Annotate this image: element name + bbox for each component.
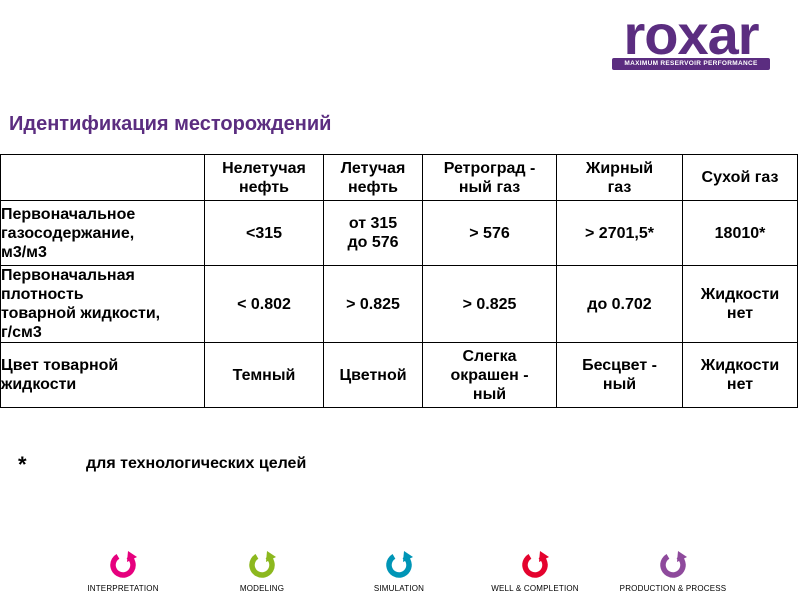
well-completion-cycle-icon <box>522 551 549 578</box>
footer-item: INTERPRETATION <box>58 550 188 593</box>
text-line: Жидкости <box>700 286 780 303</box>
table-cell: < 0.802 <box>204 265 324 343</box>
text-line: Первоначальное <box>1 205 136 223</box>
text-line: газ <box>607 178 632 196</box>
footer-item: SIMULATION <box>334 550 464 593</box>
footnote-marker: * <box>18 452 27 477</box>
text-line: нефть <box>238 178 290 196</box>
text-line: 18010* <box>714 224 766 242</box>
footer-item: PRODUCTION & PROCESS <box>608 550 738 593</box>
footer-label: PRODUCTION & PROCESS <box>619 584 727 593</box>
text-line: Жирный <box>585 159 654 177</box>
text-line: Первоначальная <box>1 267 135 284</box>
text-line: плотность <box>1 286 84 303</box>
text-line: товарной жидкости, <box>1 305 161 322</box>
text-line: нефть <box>347 178 399 196</box>
table-cell: > 576 <box>422 200 557 266</box>
text-line: ный <box>602 376 637 393</box>
table-corner-cell <box>0 154 205 201</box>
field-identification-table: Нелетучая нефть Летучая нефть Ретроград - ный… <box>0 154 798 408</box>
footnote-text: для технологических целей <box>86 455 307 472</box>
text-line: <315 <box>245 224 283 242</box>
text-line: > 0.825 <box>462 295 517 313</box>
text-line: > 576 <box>469 224 510 242</box>
text-line: окрашен - <box>450 366 529 384</box>
text-line: Нелетучая <box>222 159 306 177</box>
table-cell: > 0.825 <box>323 265 423 343</box>
table-cell: > 0.825 <box>422 265 557 343</box>
table-header-row: Нелетучая нефть Летучая нефть Ретроград - ный… <box>0 154 798 201</box>
footer-nav: INTERPRETATION MODELING SIMULATION WELL & C… <box>0 550 800 600</box>
text-line: газосодержание, <box>1 224 135 242</box>
text-line: нет <box>726 376 754 393</box>
interpretation-cycle-icon <box>110 551 137 578</box>
row-header: Первоначальная плотность товарной жидкости… <box>0 265 205 343</box>
logo-wordmark: roxar <box>623 3 759 66</box>
text-line: ный газ <box>458 178 521 196</box>
table-cell: Цветной <box>323 342 423 408</box>
table-cell: Жидкости нет <box>682 342 798 408</box>
text-line: Сухой газ <box>701 169 779 186</box>
roxar-logo: roxar MAXIMUM RESERVOIR PERFORMANCE <box>610 4 772 72</box>
table-row: Первоначальное газосодержание, м3/м3 <315 от… <box>0 200 798 266</box>
text-line: от 315 <box>348 215 398 232</box>
text-line: Ретроград - <box>443 159 536 177</box>
production-process-cycle-icon <box>660 551 687 578</box>
column-header: Жирный газ <box>556 154 683 201</box>
text-line: Темный <box>232 366 296 384</box>
modeling-cycle-icon <box>249 551 276 578</box>
table-cell: до 0.702 <box>556 265 683 343</box>
text-line: > 0.825 <box>346 295 400 313</box>
text-line: до 0.702 <box>587 295 652 313</box>
text-line: ный <box>472 385 507 403</box>
simulation-cycle-icon <box>386 551 413 578</box>
text-line: м3/м3 <box>1 243 47 261</box>
table-row: Первоначальная плотность товарной жидкости… <box>0 265 798 343</box>
row-header: Цвет товарной жидкости <box>0 342 205 408</box>
text-line: Летучая <box>340 159 406 177</box>
table-row: Цвет товарной жидкости Темный Цветной Слегка… <box>0 342 798 408</box>
text-line: жидкости <box>1 376 77 393</box>
footer-item: WELL & COMPLETION <box>470 550 600 593</box>
text-line: < 0.802 <box>237 295 291 313</box>
footer-item: MODELING <box>197 550 327 593</box>
logo-tagline: MAXIMUM RESERVOIR PERFORMANCE <box>612 58 770 70</box>
column-header: Ретроград - ный газ <box>422 154 557 201</box>
column-header: Нелетучая нефть <box>204 154 324 201</box>
table-cell: > 2701,5* <box>556 200 683 266</box>
table-cell: Слегка окрашен - ный <box>422 342 557 408</box>
footnote: * для технологических целей <box>0 452 800 482</box>
page-title: Идентификация месторождений <box>9 113 332 135</box>
text-line: > 2701,5* <box>585 224 654 242</box>
footer-label: INTERPRETATION <box>87 584 159 593</box>
table-cell: 18010* <box>682 200 798 266</box>
text-line: Слегка <box>462 347 517 365</box>
row-header: Первоначальное газосодержание, м3/м3 <box>0 200 205 266</box>
text-line: до 576 <box>347 234 399 251</box>
footer-label: MODELING <box>239 584 285 593</box>
text-line: нет <box>726 305 754 322</box>
footer-label: SIMULATION <box>373 584 425 593</box>
text-line: Жидкости <box>700 357 780 374</box>
column-header: Летучая нефть <box>323 154 423 201</box>
table-cell: Жидкости нет <box>682 265 798 343</box>
table-cell: <315 <box>204 200 324 266</box>
table-cell: Темный <box>204 342 324 408</box>
column-header: Сухой газ <box>682 154 798 201</box>
text-line: г/см3 <box>1 324 42 341</box>
text-line: Бесцвет - <box>582 357 657 374</box>
table-cell: Бесцвет - ный <box>556 342 683 408</box>
text-line: Цвет товарной <box>1 357 119 374</box>
text-line: Цветной <box>339 366 407 384</box>
table-cell: от 315 до 576 <box>323 200 423 266</box>
footer-label: WELL & COMPLETION <box>491 584 579 593</box>
